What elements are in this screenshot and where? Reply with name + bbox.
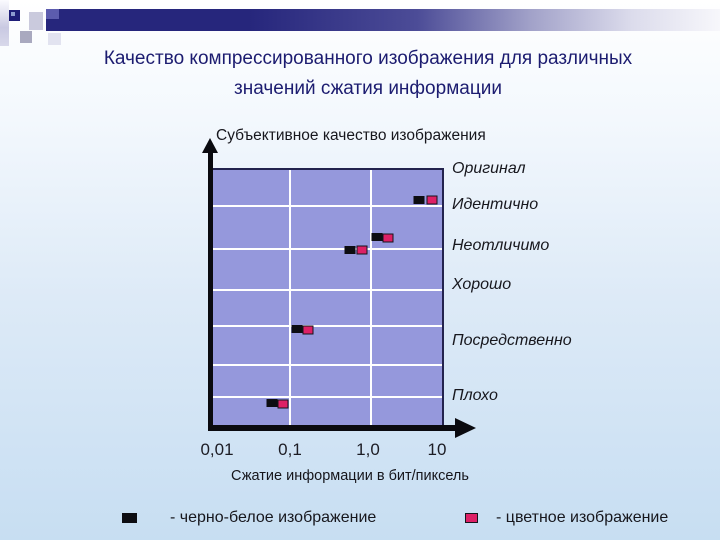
y-axis-title: Субъективное качество изображения <box>216 127 486 144</box>
gridline-vertical <box>370 170 372 425</box>
x-tick-label: 1,0 <box>356 440 380 459</box>
deco-navy-square-inner <box>11 12 15 16</box>
gridline-horizontal <box>213 364 442 366</box>
legend-label-bw: - черно-белое изображение <box>170 509 377 526</box>
slide-title-line1: Качество компрессированного изображения … <box>103 48 633 69</box>
header-gradient-bar <box>46 9 720 31</box>
header-bar-corner-square <box>46 9 59 19</box>
x-tick-label: 10 <box>427 440 447 459</box>
y-axis-line <box>208 152 213 431</box>
deco-gray-square <box>20 31 32 43</box>
left-edge-strip <box>0 0 9 46</box>
quality-label: Неотличимо <box>452 237 550 254</box>
gridline-horizontal <box>213 289 442 291</box>
x-axis-line <box>208 425 457 431</box>
slide-title: Качество компрессированного изображения … <box>48 44 688 104</box>
plot-area <box>213 168 444 425</box>
quality-label: Плохо <box>452 387 498 404</box>
legend-label-color: - цветное изображение <box>496 509 669 526</box>
y-axis-arrowhead-icon <box>202 138 218 153</box>
x-tick-label: 0,01 <box>200 440 234 459</box>
quality-label: Оригинал <box>452 160 526 177</box>
quality-label: Идентично <box>452 196 539 213</box>
x-tick-label: 0,1 <box>278 440 302 459</box>
legend-swatch-color <box>465 513 478 523</box>
quality-label: Посредственно <box>452 332 572 349</box>
x-axis-title: Сжатие информации в бит/пиксель <box>231 468 469 484</box>
quality-label: Хорошо <box>452 276 512 293</box>
deco-faint-square <box>48 33 61 45</box>
gridline-horizontal <box>213 248 442 250</box>
deco-light-square <box>29 12 43 30</box>
legend-swatch-bw <box>122 513 137 523</box>
gridline-horizontal <box>213 396 442 398</box>
slide-title-line2: значений сжатия информации <box>234 78 502 99</box>
gridline-horizontal <box>213 325 442 327</box>
x-axis-arrowhead-icon <box>455 418 476 438</box>
gridline-horizontal <box>213 205 442 207</box>
gridline-vertical <box>289 170 291 425</box>
